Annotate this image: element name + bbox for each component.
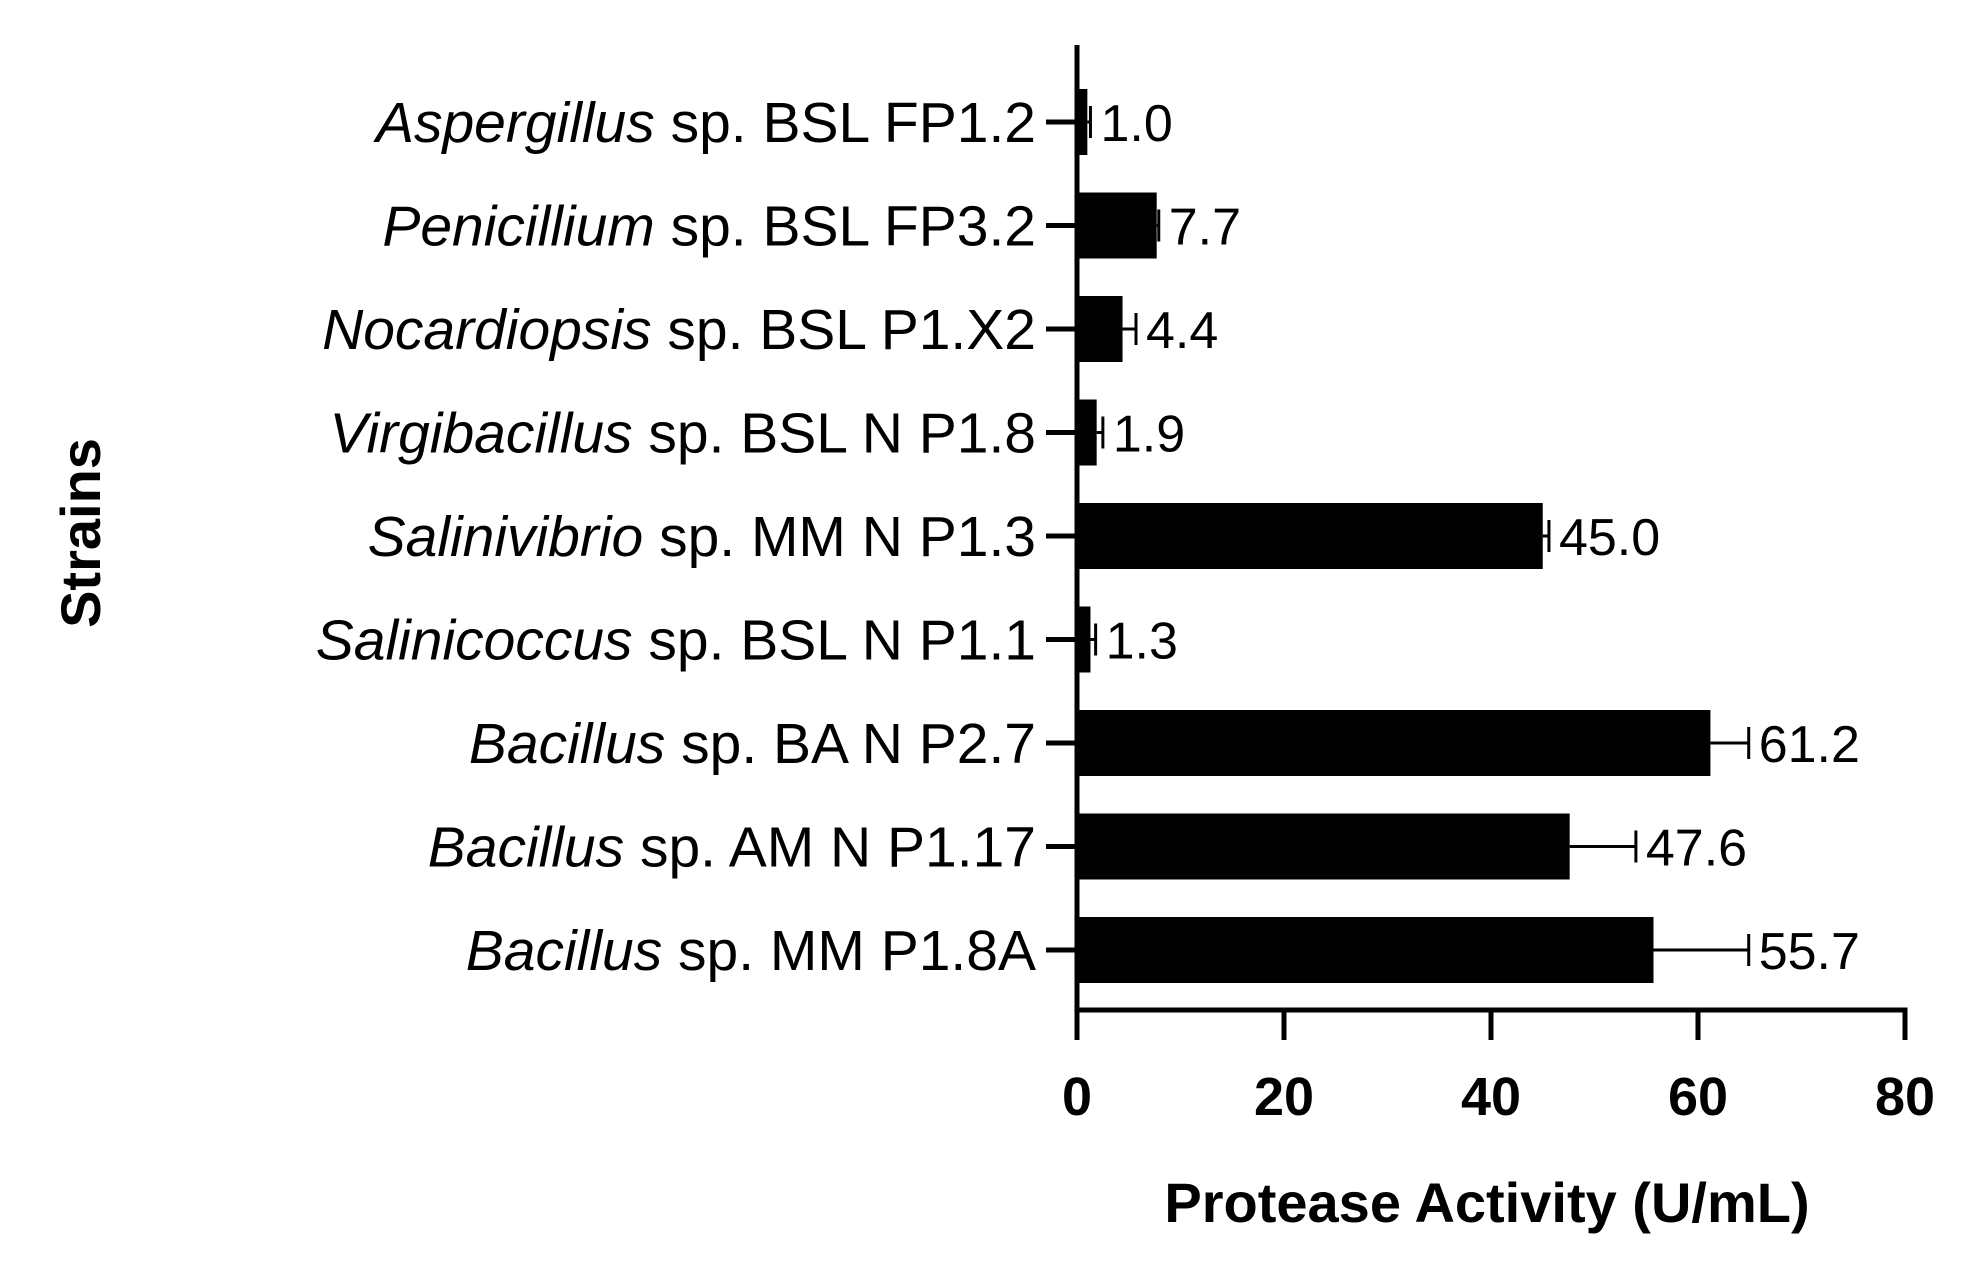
value-label-3: 1.9 [1113, 406, 1185, 464]
bars-group [1077, 89, 1711, 983]
value-label-1: 7.7 [1169, 199, 1241, 257]
error-bar-3 [1096, 416, 1105, 449]
error-bar-4 [1542, 520, 1551, 552]
category-label-3: Virgibacillus sp. BSL N P1.8 [329, 402, 1036, 466]
category-label-7: Bacillus sp. AM N P1.17 [428, 816, 1036, 880]
error-bar-5 [1090, 623, 1098, 656]
bar-0 [1077, 89, 1088, 155]
y-axis-title: Strains [49, 438, 112, 628]
value-label-2: 4.4 [1146, 302, 1218, 360]
bar-2 [1077, 296, 1123, 362]
value-label-7: 47.6 [1646, 820, 1747, 878]
value-label-5: 1.3 [1106, 613, 1178, 671]
error-bar-6 [1710, 727, 1751, 759]
value-labels-group: 1.0 7.7 4.4 1.9 45.0 1.3 61.247.655.7 [1100, 95, 1859, 981]
error-bar-2 [1122, 313, 1138, 345]
bar-8 [1077, 917, 1654, 983]
category-label-5: Salinicoccus sp. BSL N P1.1 [316, 609, 1036, 673]
value-label-4: 45.0 [1559, 509, 1660, 567]
bar-4 [1077, 503, 1543, 569]
bar-3 [1077, 399, 1097, 466]
x-tick-label-4: 80 [1875, 1067, 1935, 1127]
category-label-2: Nocardiopsis sp. BSL P1.X2 [322, 298, 1036, 362]
bar-6 [1077, 710, 1711, 776]
error-bar-8 [1653, 934, 1751, 966]
x-ticks-group: 0 20 40 60 80 [1062, 1010, 1935, 1127]
category-label-1: Penicillium sp. BSL FP3.2 [382, 195, 1036, 259]
y-ticks-group [1046, 119, 1077, 953]
x-tick-label-0: 0 [1062, 1067, 1092, 1127]
error-bars-group [1087, 106, 1751, 966]
bar-5 [1077, 606, 1091, 673]
value-label-8: 55.7 [1759, 923, 1860, 981]
bar-1 [1077, 192, 1157, 259]
error-bar-7 [1569, 830, 1638, 863]
category-label-0: Aspergillus sp. BSL FP1.2 [373, 91, 1036, 155]
value-label-6: 61.2 [1759, 716, 1860, 774]
category-labels-group: Aspergillus sp. BSL FP1.2 Penicillium sp.… [316, 91, 1036, 983]
error-bar-0 [1087, 106, 1092, 138]
x-tick-label-2: 40 [1461, 1067, 1521, 1127]
x-axis-title: Protease Activity (U/mL) [1164, 1171, 1809, 1234]
error-bar-1 [1156, 209, 1161, 242]
value-label-0: 1.0 [1100, 95, 1172, 153]
bar-7 [1077, 813, 1570, 880]
category-label-8: Bacillus sp. MM P1.8A [466, 919, 1036, 983]
x-tick-label-3: 60 [1668, 1067, 1728, 1127]
category-label-6: Bacillus sp. BA N P2.7 [469, 712, 1036, 776]
category-label-4: Salinivibrio sp. MM N P1.3 [368, 505, 1036, 569]
x-tick-label-1: 20 [1254, 1067, 1314, 1127]
